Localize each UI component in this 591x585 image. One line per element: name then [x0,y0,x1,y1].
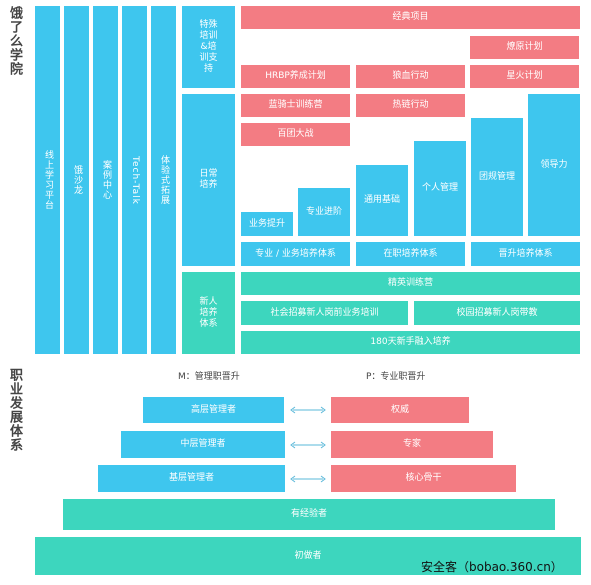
level-experienced: 有经验者 [63,499,555,530]
pillar-experiential: 体验式拓展 [151,6,176,354]
pillar-case-center: 案例中心 [93,6,118,354]
double-arrow-icon [290,441,326,449]
category-daily: 日常培养 [182,94,235,266]
pillar-label: 饿沙龙 [72,165,82,195]
step-team-management: 团规管理 [471,118,523,236]
pillar-tech-talk: Tech-Talk [122,6,147,354]
p-level-authority: 权威 [331,397,469,423]
category-special: 特殊培训&培训支持 [182,6,235,88]
double-arrow-icon [290,475,326,483]
m-level-senior: 高层管理者 [143,397,284,423]
hot-chain-action: 热链行动 [356,94,465,117]
p-track-label: P：专业职晋升 [366,372,426,382]
step-leadership: 领导力 [528,94,580,236]
knight-camp: 蓝骑士训练营 [241,94,350,117]
m-level-middle: 中层管理者 [121,431,285,458]
double-arrow-icon [290,406,326,414]
social-hire-training: 社会招募新人岗前业务培训 [241,301,408,325]
step-personal-management: 个人管理 [414,141,466,236]
elite-camp: 精英训练营 [241,272,580,295]
group-professional-business: 专业 / 业务培养体系 [241,242,350,266]
pillar-online-learning: 线上学习平台 [35,6,60,354]
pillar-label: 线上学习平台 [43,150,53,210]
pillar-label: 体验式拓展 [159,155,169,205]
step-business-improve: 业务提升 [241,212,293,236]
training-system-title: 饿了么学院 [7,6,22,76]
watermark: 安全客（bobao.360.cn） [421,560,563,574]
star-plan: 星火计划 [470,65,579,88]
p-level-core: 核心骨干 [331,465,516,492]
pillar-label: 案例中心 [101,160,111,200]
level-beginner: 初做者 [35,537,581,575]
category-new-hire: 新人培养体系 [182,272,235,354]
pillar-label: Tech-Talk [130,155,140,205]
onboarding-180-days: 180天新手融入培养 [241,331,580,354]
step-general-basics: 通用基础 [356,165,408,236]
step-professional-advance: 专业进阶 [298,188,350,236]
p-level-expert: 专家 [331,431,493,458]
pillar-salon: 饿沙龙 [64,6,89,354]
group-on-job: 在职培养体系 [356,242,465,266]
wolf-action: 狼血行动 [356,65,465,88]
classic-project: 经典项目 [241,6,580,29]
m-level-junior: 基层管理者 [98,465,285,492]
hundred-team-battle: 百团大战 [241,123,350,146]
campus-hire-mentoring: 校园招募新人岗带教 [414,301,580,325]
group-promotion: 晋升培养体系 [471,242,580,266]
hrbp-plan: HRBP养成计划 [241,65,350,88]
m-track-label: M：管理职晋升 [178,372,240,382]
career-system-title: 职业发展体系 [7,368,22,452]
torch-plan: 燎原计划 [470,36,579,59]
